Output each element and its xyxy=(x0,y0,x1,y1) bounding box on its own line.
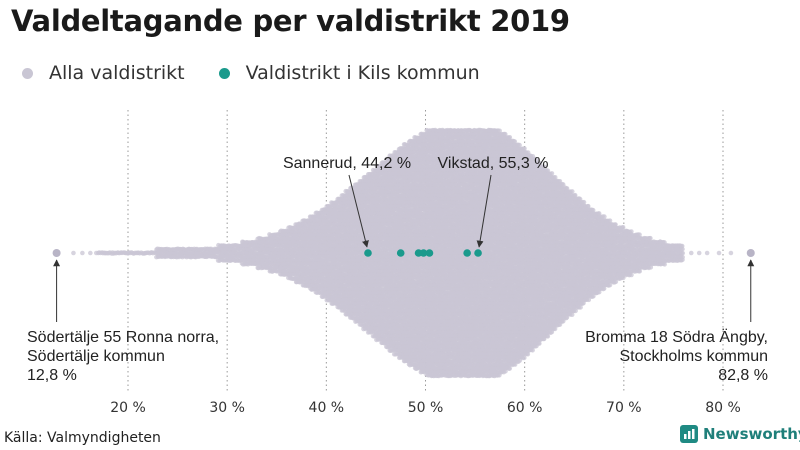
legend-item-all: Alla valdistrikt xyxy=(22,62,185,84)
legend-label-all: Alla valdistrikt xyxy=(49,62,185,84)
legend-dot-all xyxy=(22,67,33,79)
legend: Alla valdistrikt Valdistrikt i Kils komm… xyxy=(22,62,514,84)
legend-label-kil: Valdistrikt i Kils kommun xyxy=(245,62,480,84)
beeswarm-chart: Sannerud, 44,2 % Vikstad, 55,3 %Södertälj… xyxy=(27,110,768,416)
legend-item-kil: Valdistrikt i Kils kommun xyxy=(218,62,480,84)
chart-title: Valdeltagande per valdistrikt 2019 xyxy=(11,4,570,38)
legend-dot-kil xyxy=(218,67,230,79)
